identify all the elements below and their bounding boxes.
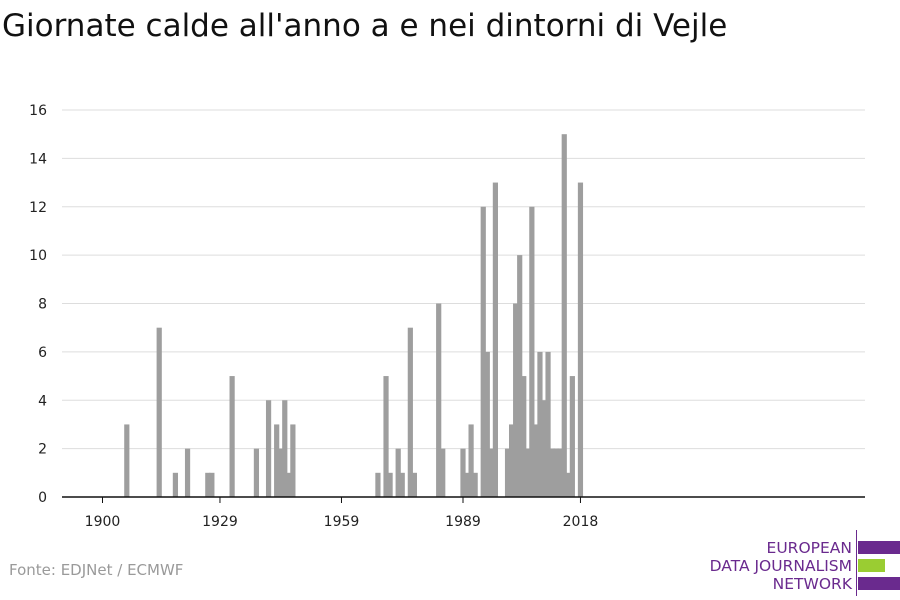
logo-bar-purple-bottom <box>858 577 900 590</box>
x-tick-label-1989: 1989 <box>445 514 481 530</box>
y-tick-label-4: 4 <box>38 393 47 409</box>
bar-1997 <box>492 182 498 497</box>
bar-1944 <box>278 448 284 497</box>
bar-2000 <box>504 448 511 497</box>
chart-title: Giornate calde all'anno a e nei dintorni… <box>2 8 728 44</box>
bar-1971 <box>387 472 393 497</box>
bar-1992 <box>472 472 478 497</box>
grid-lines <box>62 109 865 450</box>
y-tick-label-2: 2 <box>38 442 47 458</box>
y-tick-label-14: 14 <box>29 151 47 167</box>
bar-1984 <box>440 448 446 497</box>
bar-1947 <box>290 424 296 497</box>
bar-2004 <box>521 376 527 497</box>
bar-1921 <box>184 448 191 497</box>
bar-2011 <box>549 448 555 497</box>
bar-1989 <box>460 448 466 497</box>
bar-1927 <box>209 472 215 497</box>
source-note: Fonte: EDJNet / ECMWF <box>9 561 184 579</box>
bar-2001 <box>509 424 515 497</box>
x-tick-label-2018: 2018 <box>563 514 599 530</box>
bar-1983 <box>436 303 442 497</box>
logo-bar-purple-top <box>858 541 900 554</box>
bar-1945 <box>282 400 288 497</box>
bar-1991 <box>468 424 474 497</box>
bar-1926 <box>205 472 211 497</box>
bar-1914 <box>156 327 162 497</box>
bar-1943 <box>274 424 280 497</box>
x-tick-labels: 1900 1929 1959 1989 2018 <box>85 514 599 530</box>
bar-1946 <box>286 472 292 497</box>
bar-2012 <box>553 448 559 497</box>
x-tick-label-1929: 1929 <box>202 514 238 530</box>
bar-2007 <box>533 424 539 497</box>
y-tick-label-0: 0 <box>38 490 47 506</box>
x-tick-label-1900: 1900 <box>85 514 121 530</box>
bar-2018 <box>577 182 584 497</box>
bar-1906 <box>124 424 130 497</box>
bar-1976 <box>407 327 413 497</box>
bar-2016 <box>569 376 575 497</box>
bar-1974 <box>399 472 405 497</box>
bars <box>124 134 584 497</box>
bar-1996 <box>488 448 494 497</box>
bar-1990 <box>464 472 470 497</box>
bar-2002 <box>513 303 519 497</box>
logo-text-data-journalism: DATA JOURNALISM <box>709 557 852 575</box>
bar-2010 <box>545 351 551 497</box>
bar-1977 <box>411 472 417 497</box>
y-tick-labels: 0 2 4 6 8 10 12 14 16 <box>29 103 47 506</box>
bar-2014 <box>561 134 567 497</box>
bar-1994 <box>480 206 486 497</box>
bar-1968 <box>375 472 381 497</box>
bar-2005 <box>525 448 531 497</box>
bar-1938 <box>253 448 260 497</box>
logo-text-european: EUROPEAN <box>766 539 852 557</box>
logo-text-network: NETWORK <box>772 575 852 593</box>
bar-1918 <box>172 472 179 497</box>
bar-1995 <box>484 351 490 497</box>
bar-2008 <box>537 351 543 497</box>
y-tick-label-6: 6 <box>38 345 47 361</box>
logo-bar-green <box>858 559 885 572</box>
bar-1941 <box>265 400 272 497</box>
y-tick-label-10: 10 <box>29 248 47 264</box>
axes <box>62 496 865 503</box>
bar-1932 <box>229 376 235 497</box>
logo-divider <box>856 530 857 596</box>
bar-2006 <box>529 206 535 497</box>
bar-2009 <box>541 400 547 497</box>
bar-1973 <box>395 448 401 497</box>
bar-2015 <box>565 472 571 497</box>
y-tick-label-12: 12 <box>29 200 47 216</box>
bar-2013 <box>557 448 563 497</box>
bar-2003 <box>517 255 523 497</box>
x-tick-label-1959: 1959 <box>324 514 360 530</box>
y-tick-label-16: 16 <box>29 103 47 119</box>
bar-1970 <box>383 376 389 497</box>
y-tick-label-8: 8 <box>38 297 47 313</box>
